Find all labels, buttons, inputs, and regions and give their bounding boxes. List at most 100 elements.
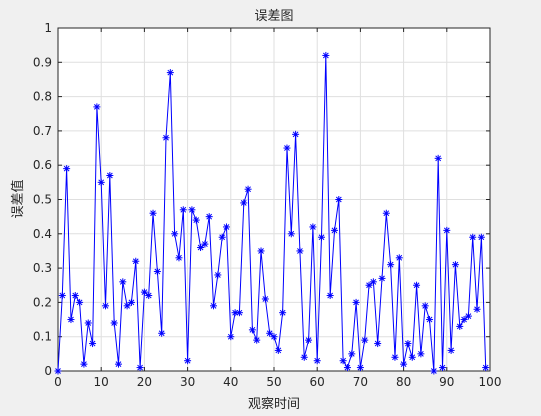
data-point [305,336,313,344]
data-point [218,233,226,241]
data-point [253,336,261,344]
data-point [421,302,429,310]
y-tick-label: 0.4 [33,227,52,241]
data-point [460,316,468,324]
data-point [469,233,477,241]
data-point [179,206,187,214]
data-point [361,336,369,344]
data-point [330,226,338,234]
x-tick-label: 20 [137,375,152,389]
y-tick-label: 0.8 [33,90,52,104]
x-tick-label: 0 [54,375,62,389]
data-point [67,316,75,324]
data-point [201,240,209,248]
axis-ticks: 0 10 20 30 40 50 60 70 80 90 100 0 0.1 0.2 0.3 0.4 0.5 0.… [33,21,502,389]
data-point [210,302,218,310]
data-point [97,178,105,186]
data-point [136,364,144,372]
data-point [89,340,97,348]
data-point [417,350,425,358]
data-point [335,196,343,203]
data-point [127,298,135,306]
data-point [456,322,464,330]
x-tick-label: 10 [94,375,109,389]
x-tick-label: 80 [396,375,411,389]
data-point [378,274,386,282]
data-point [84,319,92,327]
data-point [451,261,459,269]
data-point [443,226,451,234]
data-point [184,357,192,365]
data-point [309,223,317,231]
data-point [387,261,395,269]
data-point [214,271,222,279]
data-point [352,298,360,306]
data-point [227,333,235,341]
data-point [413,281,421,289]
y-axis-label: 误差值 [10,179,26,218]
data-point [149,209,157,217]
data-point [123,302,131,310]
data-point [365,281,373,289]
data-point [400,360,408,368]
data-point [426,316,434,324]
chart-title: 误差图 [254,9,293,24]
data-point [188,206,196,214]
data-point [63,165,71,173]
data-point [287,230,295,238]
data-point [192,216,200,224]
data-point [339,357,347,365]
data-point [244,185,252,193]
data-point [197,244,205,252]
data-point [430,367,438,375]
data-point [477,233,485,241]
data-point [205,213,213,221]
x-tick-label: 30 [180,375,195,389]
data-point [369,278,377,286]
data-point [71,292,79,300]
data-point [283,144,291,152]
x-tick-label: 50 [266,375,281,389]
data-point [153,268,161,276]
data-point [348,350,356,358]
data-point [171,230,179,238]
data-point [408,353,416,361]
data-point [240,199,248,207]
y-tick-label: 0.9 [33,55,52,69]
data-point [248,326,256,334]
data-point [438,364,446,372]
data-point [482,364,490,372]
y-tick-label: 1 [44,21,52,35]
y-tick-label: 0.1 [33,330,52,344]
y-tick-label: 0.2 [33,295,52,309]
data-point [395,254,403,262]
data-point [318,233,326,241]
data-point [382,209,390,217]
y-tick-label: 0 [44,364,52,378]
data-point [222,223,230,231]
data-point [313,357,321,365]
data-point [80,360,88,368]
data-point [343,364,351,372]
data-point [231,309,239,317]
data-point [292,130,300,138]
data-point [261,295,269,303]
x-axis-label: 观察时间 [248,397,300,412]
data-point [119,278,127,286]
data-point [102,302,110,310]
data-point [270,333,278,341]
data-point [391,353,399,361]
data-point [404,340,412,348]
data-point [158,329,166,337]
x-tick-label: 90 [439,375,454,389]
x-tick-label: 40 [223,375,238,389]
data-point [257,247,265,255]
data-point [110,319,118,327]
data-point [279,309,287,317]
data-point [132,257,140,265]
x-tick-label: 100 [479,375,502,389]
y-tick-label: 0.5 [33,193,52,207]
data-point [322,51,330,59]
data-point [175,254,183,262]
data-point [166,69,174,77]
